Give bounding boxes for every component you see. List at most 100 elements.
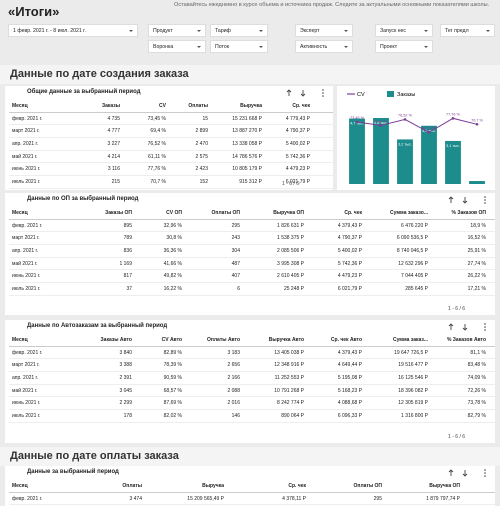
bar-label: 4,8 тыс. bbox=[374, 121, 388, 125]
filter-dropdown[interactable]: Проект bbox=[375, 40, 433, 53]
filter-dropdown[interactable]: Тег предл bbox=[440, 24, 495, 37]
column-header[interactable]: Месяц bbox=[9, 100, 77, 113]
column-header[interactable]: Ср. чек bbox=[307, 207, 365, 220]
pagination: 1 - 6 / 6 bbox=[282, 181, 299, 187]
table-cell: апр. 2021 г. bbox=[9, 137, 77, 151]
column-header[interactable]: Месяц bbox=[9, 480, 81, 493]
column-header[interactable]: Ср. чек Авто bbox=[307, 334, 365, 347]
column-header[interactable]: Ср. чек bbox=[227, 480, 309, 493]
column-header[interactable]: Выручка bbox=[211, 100, 265, 113]
filter-dropdown[interactable]: Продукт bbox=[148, 24, 206, 37]
table-cell: 78,39 % bbox=[135, 358, 185, 373]
table-cell: апр. 2021 г. bbox=[9, 244, 75, 258]
filter-dropdown[interactable]: Воронка bbox=[148, 40, 206, 53]
menu-dot[interactable] bbox=[484, 196, 486, 198]
menu-dot[interactable] bbox=[484, 323, 486, 325]
table-cell: 16,52 % bbox=[431, 231, 489, 246]
menu-dot[interactable] bbox=[322, 92, 324, 94]
table-cell: 15 231 668 Р bbox=[211, 112, 265, 126]
menu-dot[interactable] bbox=[322, 89, 324, 91]
column-header[interactable]: Месяц bbox=[9, 207, 75, 220]
filter-dropdown[interactable]: Поток bbox=[210, 40, 268, 53]
menu-dot[interactable] bbox=[484, 472, 486, 474]
table-cell: 4 378,11 Р bbox=[227, 492, 309, 506]
table-cell: 12 632 296 Р bbox=[365, 257, 431, 271]
column-header[interactable]: Сумма заказо... bbox=[365, 207, 431, 220]
menu-dot[interactable] bbox=[484, 199, 486, 201]
table-cell: 2 166 bbox=[185, 371, 243, 385]
menu-dot[interactable] bbox=[322, 95, 324, 97]
column-header[interactable]: Выручка bbox=[145, 480, 227, 493]
page: «Итоги» Оставайтесь ежедневно в курсе об… bbox=[5, 2, 495, 506]
menu-dot[interactable] bbox=[484, 202, 486, 204]
column-header[interactable]: Выручка Авто bbox=[243, 334, 307, 347]
column-header[interactable]: Оплаты Авто bbox=[185, 334, 243, 347]
line-point bbox=[403, 118, 407, 121]
sort-icon[interactable] bbox=[448, 469, 454, 476]
table-cell: 90,59 % bbox=[135, 371, 185, 385]
column-header[interactable]: % от Вала ОП bbox=[489, 207, 495, 220]
table-cell: 6 bbox=[185, 282, 243, 296]
column-header[interactable]: % от Вала Авто bbox=[489, 334, 495, 347]
column-header[interactable]: Оплаты ОП bbox=[309, 480, 385, 493]
column-header[interactable]: Выручка ОП bbox=[243, 207, 307, 220]
table-cell: 895 bbox=[75, 219, 135, 233]
sort-icon[interactable] bbox=[300, 90, 306, 97]
menu-dot[interactable] bbox=[484, 475, 486, 477]
filter-dropdown[interactable]: Активность bbox=[295, 40, 353, 53]
table-cell: 4 088,68 Р bbox=[307, 396, 365, 411]
sort-icon[interactable] bbox=[462, 324, 468, 331]
table-cell: 2 088 bbox=[185, 384, 243, 398]
column-header[interactable]: Сумма заказ... bbox=[313, 100, 333, 113]
bar-label: 3,1 тыс. bbox=[446, 144, 460, 148]
table-cell: 31 028 378 Р bbox=[313, 150, 333, 164]
sort-icon[interactable] bbox=[448, 196, 454, 203]
table-cell: 2,76 % bbox=[489, 282, 495, 296]
column-header[interactable]: Месяц bbox=[9, 334, 75, 347]
table-row: февр. 2021 г. 3 840 82,89 % 3 183 13 405 038… bbox=[9, 346, 495, 360]
column-header[interactable]: Ср. чек bbox=[265, 100, 313, 113]
column-header[interactable]: CV ОП bbox=[135, 207, 185, 220]
column-header[interactable]: CV Авто bbox=[135, 334, 185, 347]
column-header[interactable]: CV bbox=[123, 100, 169, 113]
table-cell: 13 338 058 Р bbox=[211, 137, 265, 151]
column-header[interactable]: Сумма заказ... bbox=[365, 334, 431, 347]
column-header[interactable]: Ср. чек ОП bbox=[463, 480, 495, 493]
table-cell: 215 bbox=[77, 175, 123, 189]
table-cell: 19 516 477 Р bbox=[365, 358, 431, 373]
column-header[interactable]: Оплаты ОП bbox=[185, 207, 243, 220]
column-header[interactable]: Оплаты bbox=[81, 480, 145, 493]
table-cell: 30,8 % bbox=[135, 231, 185, 246]
column-header[interactable]: Заказы ОП bbox=[75, 207, 135, 220]
column-header[interactable]: % Заказов ОП bbox=[431, 207, 489, 220]
table-cell: 76,52 % bbox=[123, 137, 169, 151]
sort-icon[interactable] bbox=[286, 89, 292, 96]
table-cell: 487 bbox=[185, 257, 243, 271]
table-cell: 152 bbox=[169, 175, 211, 189]
filter-dropdown[interactable]: Тариф bbox=[210, 24, 268, 37]
table-title: Данные по Автозаказам за выбранный перио… bbox=[27, 323, 168, 329]
table-cell: 5 168,23 Р bbox=[307, 384, 365, 398]
menu-dot[interactable] bbox=[484, 469, 486, 471]
filter-dropdown[interactable]: Эксперт bbox=[295, 24, 353, 37]
column-header[interactable]: Заказы Авто bbox=[75, 334, 135, 347]
date-range-picker[interactable]: 1 февр. 2021 г. - 8 июл. 2021 г. bbox=[8, 24, 138, 37]
column-header[interactable]: % Заказов Авто bbox=[431, 334, 489, 347]
filter-dropdown[interactable]: Запуск нес bbox=[375, 24, 433, 37]
sort-icon[interactable] bbox=[448, 323, 454, 330]
table-cell: март 2021 г. bbox=[9, 358, 75, 373]
table-cell: 49,82 % bbox=[135, 269, 185, 284]
table-cell: 13 405 038 Р bbox=[243, 346, 307, 360]
menu-dot[interactable] bbox=[484, 329, 486, 331]
sort-icon[interactable] bbox=[462, 470, 468, 477]
column-header[interactable]: Оплаты bbox=[169, 100, 211, 113]
column-header[interactable]: Выручка ОП bbox=[385, 480, 463, 493]
bar bbox=[421, 125, 437, 184]
point-label: 76,52 % bbox=[398, 113, 413, 117]
column-header[interactable]: Заказы bbox=[77, 100, 123, 113]
menu-dot[interactable] bbox=[484, 326, 486, 328]
pagination: 1 - 6 / 6 bbox=[448, 434, 465, 440]
sort-icon[interactable] bbox=[462, 197, 468, 204]
